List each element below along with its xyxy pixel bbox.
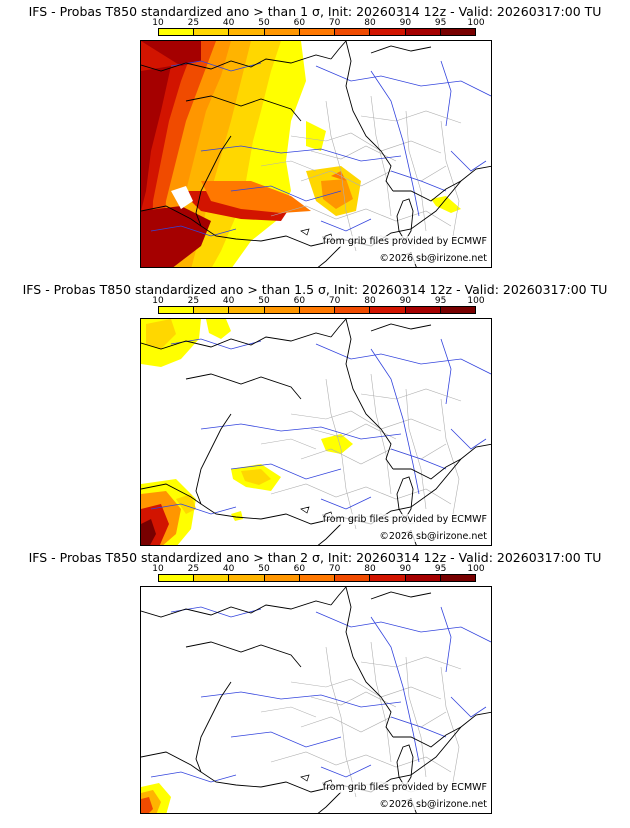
legend-tick-label: 100 (467, 18, 485, 28)
legend-tick-label: 60 (293, 18, 306, 28)
map-canvas (141, 41, 491, 267)
legend-swatch (299, 307, 336, 313)
legend-swatch (229, 575, 265, 581)
legend-bar (158, 28, 476, 36)
legend-tick-label: 50 (258, 564, 270, 574)
legend-tick-label: 70 (328, 296, 341, 306)
panel-title: IFS - Probas T850 standardized ano > tha… (28, 4, 602, 19)
probability-field (141, 41, 461, 267)
credit-source: from grib files provided by ECMWF (322, 782, 487, 793)
legend-labels: 10 25 40 50 60 70 80 90 95 100 (152, 564, 484, 574)
legend-swatch (440, 29, 475, 35)
legend-tick-label: 50 (258, 296, 270, 306)
legend-tick-label: 10 (152, 296, 164, 306)
legend-swatch (440, 307, 475, 313)
legend-swatch (440, 575, 475, 581)
color-legend: 10 25 40 50 60 70 80 90 95 100 (152, 296, 485, 316)
legend-tick-label: 70 (328, 564, 341, 574)
legend-swatch (194, 575, 230, 581)
legend-tick-label: 10 (152, 564, 164, 574)
panel-1sigma: IFS - Probas T850 standardized ano > tha… (0, 0, 630, 268)
legend-swatch (335, 29, 371, 35)
legend-swatch (264, 307, 300, 313)
legend-swatch (335, 575, 371, 581)
probability-field (141, 319, 353, 545)
legend-tick-label: 25 (187, 18, 200, 28)
legend-swatch (370, 575, 406, 581)
credit-source: from grib files provided by ECMWF (322, 514, 487, 525)
legend-swatch (405, 307, 441, 313)
map-canvas (141, 587, 491, 813)
credit-copyright: ©2026 sb@irizone.net (379, 531, 487, 542)
legend-swatch (335, 307, 371, 313)
legend-tick-label: 25 (187, 564, 200, 574)
legend-swatch (299, 29, 336, 35)
legend-tick-label: 100 (467, 564, 485, 574)
legend-tick-label: 60 (293, 296, 306, 306)
legend-swatch (405, 575, 441, 581)
legend-swatch (370, 29, 406, 35)
legend-tick-label: 25 (187, 296, 200, 306)
legend-swatch (229, 307, 265, 313)
legend-tick-label: 40 (222, 296, 235, 306)
panel-1-5sigma: IFS - Probas T850 standardized ano > tha… (0, 278, 630, 546)
legend-tick-label: 70 (328, 18, 341, 28)
legend-labels: 10 25 40 50 60 70 80 90 95 100 (152, 296, 484, 306)
panel-title: IFS - Probas T850 standardized ano > tha… (28, 550, 602, 565)
probability-field (141, 783, 171, 813)
credit-source: from grib files provided by ECMWF (322, 236, 487, 247)
credit-copyright: ©2026 sb@irizone.net (379, 253, 487, 264)
legend-bar (158, 574, 476, 582)
legend-swatch (159, 575, 195, 581)
legend-swatch (159, 29, 195, 35)
legend-tick-label: 95 (434, 564, 447, 574)
panel-title: IFS - Probas T850 standardized ano > tha… (22, 282, 608, 297)
legend-tick-label: 80 (364, 18, 376, 28)
legend-tick-label: 90 (399, 296, 412, 306)
legend-bar (158, 306, 476, 314)
legend-tick-label: 60 (293, 564, 306, 574)
probability-map: from grib files provided by ECMWF ©2026 … (140, 586, 492, 814)
legend-tick-label: 95 (434, 18, 447, 28)
probability-map: from grib files provided by ECMWF ©2026 … (140, 40, 492, 268)
legend-labels: 10 25 40 50 60 70 80 90 95 100 (152, 18, 484, 28)
legend-swatch (405, 29, 441, 35)
legend-swatch (194, 29, 230, 35)
probability-map: from grib files provided by ECMWF ©2026 … (140, 318, 492, 546)
legend-swatch (159, 307, 195, 313)
legend-tick-label: 10 (152, 18, 164, 28)
legend-tick-label: 40 (222, 564, 235, 574)
panel-2sigma: IFS - Probas T850 standardized ano > tha… (0, 546, 630, 814)
legend-swatch (264, 29, 300, 35)
credit-copyright: ©2026 sb@irizone.net (379, 799, 487, 810)
legend-tick-label: 90 (399, 18, 412, 28)
color-legend: 10 25 40 50 60 70 80 90 95 100 (152, 18, 485, 38)
legend-tick-label: 50 (258, 18, 270, 28)
legend-tick-label: 100 (467, 296, 485, 306)
legend-swatch (264, 575, 300, 581)
legend-swatch (299, 575, 336, 581)
legend-tick-label: 95 (434, 296, 447, 306)
legend-tick-label: 80 (364, 296, 376, 306)
basemap (141, 587, 491, 813)
legend-swatch (229, 29, 265, 35)
legend-tick-label: 80 (364, 564, 376, 574)
legend-tick-label: 90 (399, 564, 412, 574)
map-canvas (141, 319, 491, 545)
legend-swatch (194, 307, 230, 313)
legend-swatch (370, 307, 406, 313)
color-legend: 10 25 40 50 60 70 80 90 95 100 (152, 564, 485, 584)
legend-tick-label: 40 (222, 18, 235, 28)
